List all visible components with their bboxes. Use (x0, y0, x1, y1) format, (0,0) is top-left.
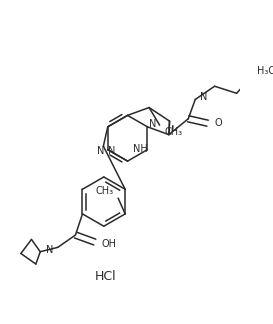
Text: N: N (46, 245, 54, 255)
Text: OH: OH (102, 239, 117, 249)
Text: NH: NH (133, 144, 148, 154)
Text: CH₃: CH₃ (164, 127, 182, 137)
Text: O: O (215, 118, 222, 128)
Text: N: N (108, 145, 115, 156)
Text: CH₃: CH₃ (96, 186, 114, 196)
Text: HCl: HCl (95, 270, 116, 283)
Text: N: N (97, 146, 104, 156)
Text: N: N (149, 119, 156, 129)
Text: H₃C: H₃C (257, 66, 273, 76)
Text: N: N (200, 92, 207, 102)
